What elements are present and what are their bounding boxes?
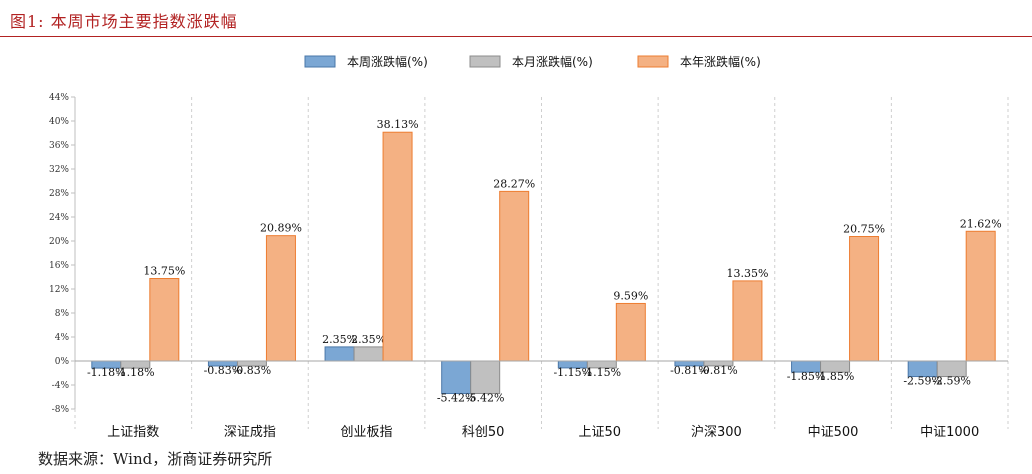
y-tick-label: 0%: [55, 357, 70, 367]
legend-swatch: [469, 55, 501, 68]
data-label: -1.18%: [116, 366, 155, 379]
data-label: 13.35%: [726, 267, 768, 280]
y-tick-label: 20%: [49, 237, 69, 247]
y-tick-label: 44%: [49, 93, 69, 103]
bar: [382, 131, 413, 362]
bar: [441, 360, 472, 395]
y-tick-label: -4%: [52, 381, 70, 391]
data-label: -1.15%: [553, 366, 592, 379]
bar: [324, 346, 355, 362]
y-tick-label: 36%: [49, 141, 69, 151]
title-divider: [0, 36, 1032, 37]
y-tick-label: 24%: [49, 213, 69, 223]
data-label: -1.15%: [582, 366, 621, 379]
data-label: 20.75%: [843, 223, 885, 236]
bar: [149, 278, 180, 362]
data-label: 28.27%: [493, 177, 535, 190]
bar: [353, 346, 384, 362]
y-tick-label: 16%: [49, 261, 69, 271]
data-label: 21.62%: [960, 217, 1002, 230]
y-tick-label: 28%: [49, 189, 69, 199]
data-label: -0.81%: [699, 364, 738, 377]
bar: [470, 360, 501, 395]
data-label: -2.59%: [903, 375, 942, 388]
bar: [615, 302, 646, 362]
legend-label: 本周涨跌幅(%): [347, 54, 428, 69]
y-tick-label: 12%: [49, 285, 69, 295]
data-label: -5.42%: [437, 392, 476, 405]
category-label: 上证指数: [107, 425, 159, 440]
category-label: 创业板指: [341, 425, 393, 440]
data-label: -5.42%: [466, 392, 505, 405]
y-tick-label: 40%: [49, 117, 69, 127]
y-tick-label: 4%: [55, 333, 70, 343]
data-label: -1.18%: [87, 366, 126, 379]
y-tick-label: 32%: [49, 165, 69, 175]
bar: [732, 280, 763, 362]
data-label: 2.35%: [351, 333, 386, 346]
data-label: 13.75%: [143, 265, 185, 278]
bar: [965, 230, 996, 362]
category-label: 中证500: [808, 425, 859, 440]
bar: [265, 235, 296, 362]
legend-label: 本月涨跌幅(%): [512, 54, 593, 69]
category-label: 科创50: [462, 425, 505, 440]
data-label: 2.35%: [322, 333, 357, 346]
data-label: -0.81%: [670, 364, 709, 377]
bar: [499, 190, 530, 362]
data-label: 9.59%: [613, 289, 648, 302]
data-label: -1.85%: [787, 370, 826, 383]
data-label: 20.89%: [260, 222, 302, 235]
legend-label: 本年涨跌幅(%): [680, 54, 761, 69]
data-label: -1.85%: [816, 370, 855, 383]
y-tick-label: 8%: [55, 309, 70, 319]
figure-title: 图1: 本周市场主要指数涨跌幅: [10, 12, 238, 31]
data-label: 38.13%: [377, 118, 419, 131]
legend-swatch: [304, 55, 336, 68]
data-label: -0.83%: [233, 364, 272, 377]
legend-swatch: [637, 55, 669, 68]
data-label: -2.59%: [932, 375, 971, 388]
category-label: 中证1000: [920, 425, 979, 440]
y-tick-label: -8%: [52, 405, 70, 415]
bar: [849, 236, 880, 362]
category-label: 上证50: [579, 425, 622, 440]
source-note: 数据来源：Wind，浙商证券研究所: [38, 450, 273, 468]
category-label: 深证成指: [224, 425, 276, 440]
category-label: 沪深300: [691, 424, 742, 440]
data-label: -0.83%: [204, 364, 243, 377]
